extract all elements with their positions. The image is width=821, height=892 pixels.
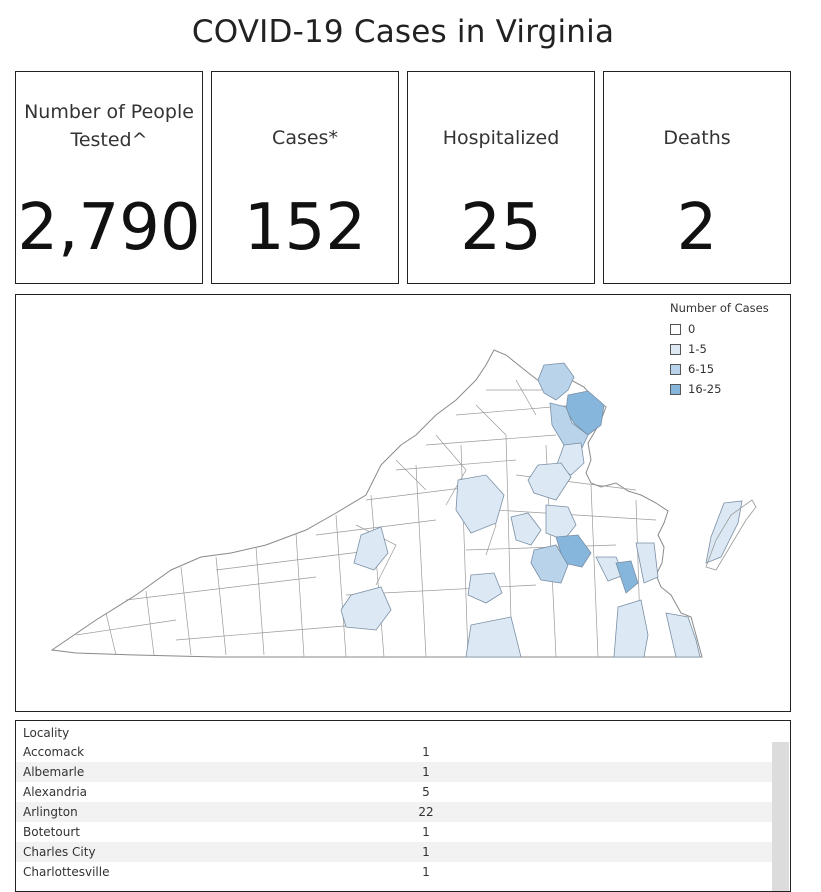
legend-label: 16-25 <box>688 382 722 396</box>
kpi-label-hospitalized: Hospitalized <box>442 127 560 149</box>
kpi-value-hospitalized: 25 <box>460 191 542 265</box>
column-header-locality: Locality <box>23 726 70 740</box>
county-region-suffolk[interactable] <box>613 599 649 658</box>
map-panel: Number of Cases 0 1-5 6-15 16-25 <box>15 294 791 712</box>
locality-name: Alexandria <box>23 785 88 799</box>
locality-name: Botetourt <box>23 825 80 839</box>
legend-item-16-25[interactable]: 16-25 <box>670 379 769 399</box>
kpi-value-deaths: 2 <box>676 191 718 265</box>
county-region-albemarle[interactable] <box>455 474 505 534</box>
locality-name: Accomack <box>23 745 85 759</box>
shaded-counties <box>340 362 743 658</box>
kpi-value-cases: 152 <box>243 191 367 265</box>
kpi-label-line: Number of People <box>24 101 194 123</box>
legend-item-0[interactable]: 0 <box>670 319 769 339</box>
locality-name: Charles City <box>23 845 96 859</box>
virginia-choropleth-map[interactable] <box>16 295 790 711</box>
table-row[interactable]: Charlottesville 1 <box>16 862 772 882</box>
county-region-goochland[interactable] <box>510 512 542 546</box>
legend-swatch <box>670 343 681 355</box>
county-region-chesterfield[interactable] <box>530 544 569 584</box>
county-region-botetourt[interactable] <box>353 526 389 571</box>
legend-swatch <box>670 363 681 375</box>
table-row[interactable]: Botetourt 1 <box>16 822 772 842</box>
legend-swatch <box>670 383 681 395</box>
locality-name: Charlottesville <box>23 865 110 879</box>
legend-label: 1-5 <box>688 342 707 356</box>
table-rows: Accomack 1 Albemarle 1 Alexandria 5 Arli… <box>16 742 772 882</box>
legend-title: Number of Cases <box>670 301 769 315</box>
county-region-roanoke[interactable] <box>340 586 392 631</box>
eastern-shore-outline <box>705 499 757 571</box>
table-row[interactable]: Charles City 1 <box>16 842 772 862</box>
case-count: 1 <box>422 845 430 859</box>
legend-item-6-15[interactable]: 6-15 <box>670 359 769 379</box>
kpi-value-tested: 2,790 <box>17 191 201 265</box>
locality-table: Locality Accomack 1 Albemarle 1 Alexandr… <box>15 720 791 892</box>
county-region-gloucester[interactable] <box>635 542 659 584</box>
case-count: 22 <box>418 805 434 819</box>
legend-label: 0 <box>688 322 696 336</box>
kpi-card-deaths: Deaths 2 <box>603 71 791 284</box>
map-legend: Number of Cases 0 1-5 6-15 16-25 <box>670 301 769 399</box>
county-region-hanover[interactable] <box>545 504 577 541</box>
table-row[interactable]: Alexandria 5 <box>16 782 772 802</box>
county-region-williamsburg[interactable] <box>615 560 639 594</box>
legend-item-1-5[interactable]: 1-5 <box>670 339 769 359</box>
kpi-card-hospitalized: Hospitalized 25 <box>407 71 595 284</box>
county-region-accomack[interactable] <box>705 500 743 564</box>
page-title: COVID-19 Cases in Virginia <box>191 14 615 50</box>
case-count: 1 <box>422 745 430 759</box>
case-count: 1 <box>422 825 430 839</box>
kpi-label-tested: Number of People Tested^ <box>16 98 202 154</box>
table-scrollbar[interactable] <box>772 742 789 891</box>
case-count: 1 <box>422 865 430 879</box>
legend-label: 6-15 <box>688 362 715 376</box>
table-row[interactable]: Albemarle 1 <box>16 762 772 782</box>
county-region-lynchburg[interactable] <box>467 572 503 604</box>
county-borders <box>75 379 657 658</box>
state-outline <box>50 349 703 658</box>
case-count: 1 <box>422 765 430 779</box>
table-row[interactable]: Arlington 22 <box>16 802 772 822</box>
kpi-card-cases: Cases* 152 <box>211 71 399 284</box>
kpi-card-tested: Number of People Tested^ 2,790 <box>15 71 203 284</box>
kpi-label-deaths: Deaths <box>663 127 731 149</box>
kpi-label-line: Tested^ <box>70 129 148 151</box>
county-region-loudoun[interactable] <box>537 362 575 401</box>
county-region-mecklenburg[interactable] <box>465 616 522 658</box>
county-region-spotsylvania[interactable] <box>527 462 572 501</box>
table-row[interactable]: Accomack 1 <box>16 742 772 762</box>
locality-name: Albemarle <box>23 765 85 779</box>
legend-swatch <box>670 323 681 335</box>
kpi-label-cases: Cases* <box>272 127 338 149</box>
county-region-virginia-beach[interactable] <box>665 612 701 658</box>
case-count: 5 <box>422 785 430 799</box>
locality-name: Arlington <box>23 805 78 819</box>
county-region-prince-william[interactable] <box>549 402 589 451</box>
